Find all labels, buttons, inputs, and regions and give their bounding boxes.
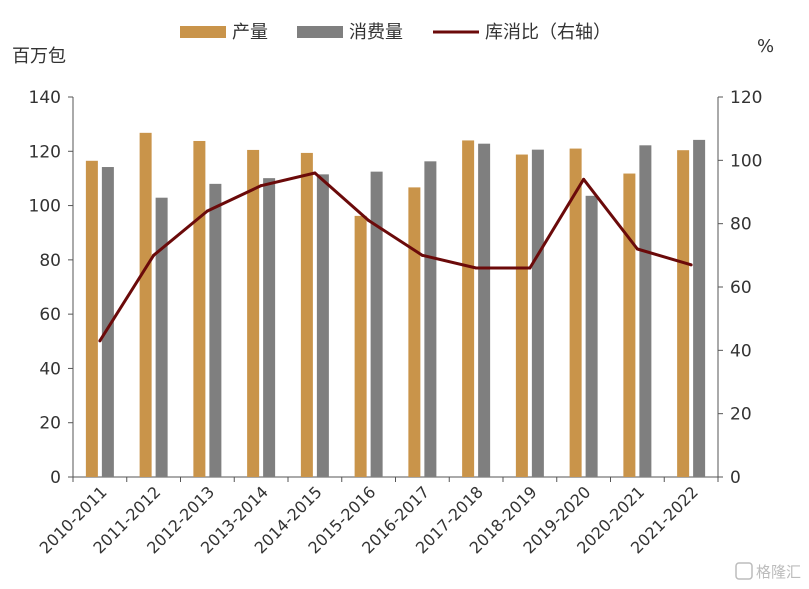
watermark-logo-icon [735, 562, 753, 580]
y-right-tick-label: 120 [730, 88, 762, 108]
y-right-tick-label: 40 [730, 341, 752, 361]
legend-swatch-production [180, 26, 226, 38]
stock-ratio-point [98, 339, 102, 343]
y-left-tick-label: 20 [39, 414, 61, 434]
bar-production [569, 148, 582, 478]
y-left-unit-label: 百万包 [12, 46, 66, 67]
bar-production [139, 132, 152, 478]
axes: 0 20 40 60 80 100 120 140 0 20 40 60 80 100 120 [29, 88, 763, 488]
y-right-tick-label: 80 [730, 215, 752, 235]
stock-ratio-point [474, 266, 478, 270]
legend-label: 消费量 [349, 22, 403, 43]
bar-consumption [155, 197, 168, 477]
bar-production [623, 173, 636, 478]
bar-production [300, 152, 313, 477]
bar-consumption [316, 174, 329, 477]
y-right-tick-label: 60 [730, 278, 752, 298]
line-series [98, 171, 693, 343]
bar-production [247, 149, 260, 477]
stock-ratio-point [259, 184, 263, 188]
bar-production [462, 140, 475, 477]
stock-ratio-point [313, 171, 317, 175]
legend-swatch-consumption [297, 26, 343, 38]
y-right-tick-label: 20 [730, 405, 752, 425]
stock-ratio-point [152, 253, 156, 257]
bar-production [677, 150, 690, 477]
bar-production [85, 160, 98, 478]
bar-consumption [693, 139, 706, 477]
stock-ratio-point [420, 253, 424, 257]
stock-ratio-point [528, 266, 532, 270]
stock-ratio-point [635, 247, 639, 251]
bar-consumption [101, 167, 114, 477]
bar-production [193, 140, 206, 477]
stock-ratio-point [689, 263, 693, 267]
y-left-tick-label: 40 [39, 359, 61, 379]
y-left-tick-label: 0 [50, 468, 61, 488]
y-right-tick-label: 100 [730, 151, 762, 171]
y-right-tick-label: 0 [730, 468, 741, 488]
bar-consumption [209, 183, 222, 477]
x-tick-labels: 2010-20112011-20122012-20132013-20142014… [36, 482, 702, 557]
y-right-unit-label: % [757, 36, 774, 57]
watermark-text: 格隆汇 [756, 563, 801, 581]
stock-ratio-line [98, 171, 692, 342]
bar-consumption [263, 178, 276, 477]
y-left-tick-label: 60 [39, 305, 61, 325]
bar-production [354, 215, 367, 477]
bar-consumption [639, 145, 652, 478]
bar-consumption [531, 149, 544, 477]
y-left-tick-label: 140 [29, 88, 61, 108]
bar-production [408, 187, 421, 477]
bar-production [515, 154, 528, 478]
y-left-tick-label: 120 [29, 142, 61, 162]
watermark: 格隆汇 [735, 562, 801, 581]
legend-label: 库消比（右轴） [485, 22, 611, 43]
stock-ratio-point [205, 209, 209, 213]
bar-consumption [424, 161, 437, 478]
stock-ratio-point [582, 177, 586, 181]
legend: 产量 消费量 库消比（右轴） [180, 22, 611, 43]
bars [85, 132, 706, 478]
stock-ratio-point [367, 219, 371, 222]
bar-consumption [585, 195, 598, 478]
bar-consumption [478, 143, 491, 477]
legend-label: 产量 [232, 22, 268, 43]
y-left-tick-label: 100 [29, 197, 61, 217]
y-left-tick-label: 80 [39, 251, 61, 271]
bar-consumption [370, 171, 383, 477]
